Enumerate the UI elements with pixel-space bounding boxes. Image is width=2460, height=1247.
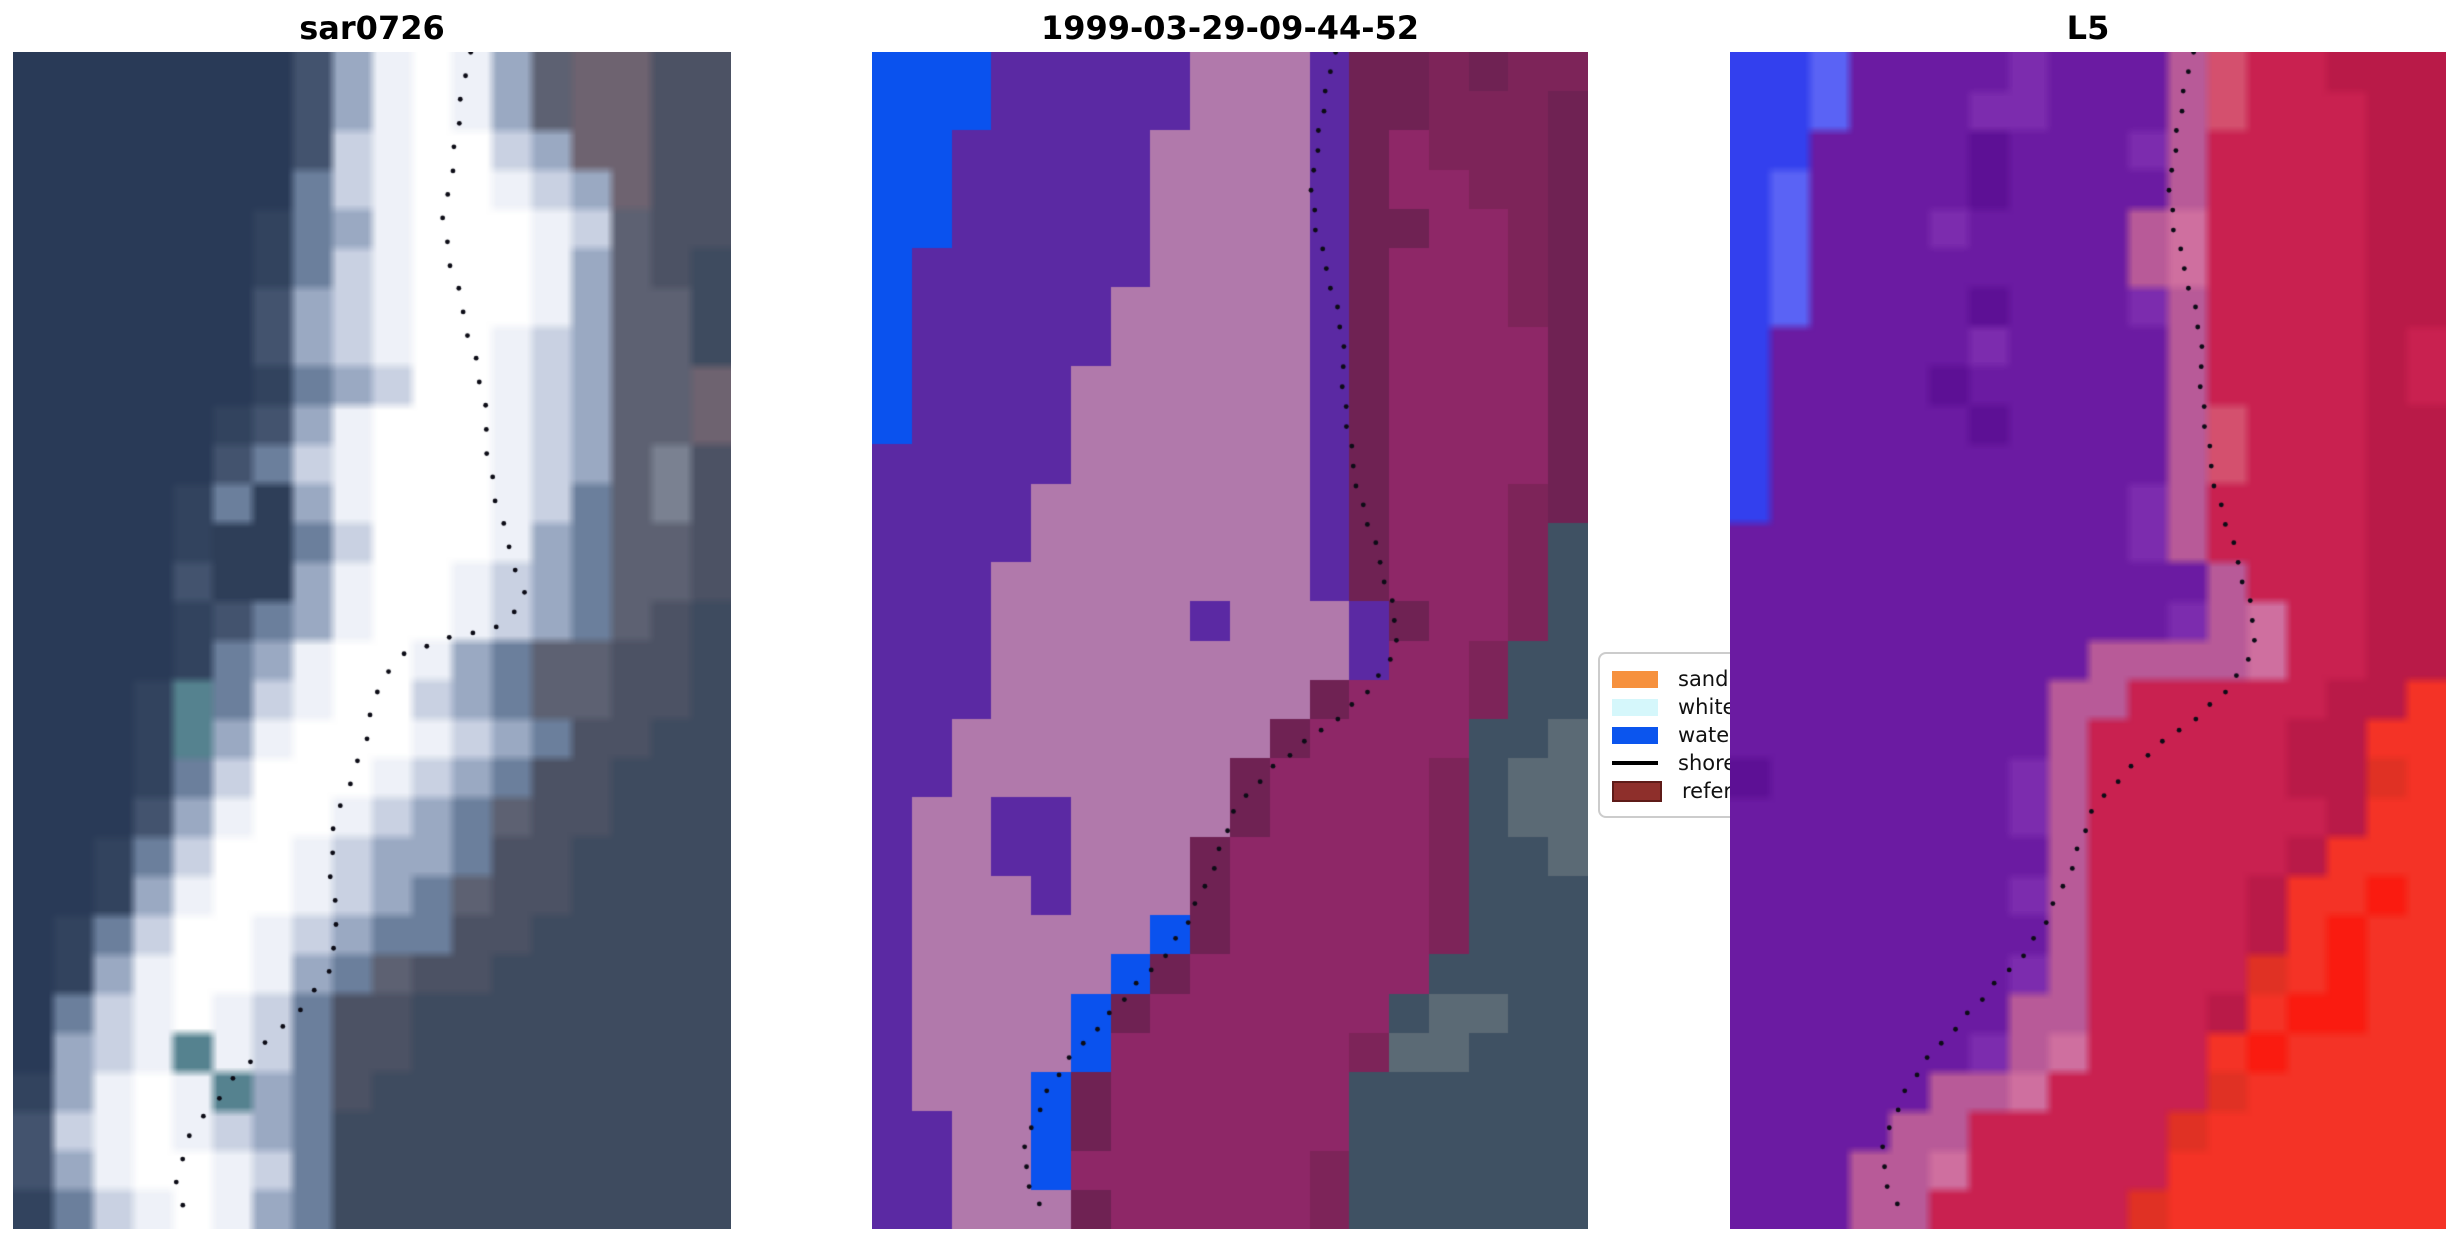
panel-title-l5: L5	[2066, 9, 2110, 47]
legend-label: sand	[1678, 667, 1729, 691]
sand-swatch	[1612, 670, 1658, 688]
legend-entry: water	[1612, 722, 1834, 748]
shoreline-swatch	[1612, 761, 1658, 765]
classification-image	[872, 52, 1588, 1229]
panel-title-classification: 1999-03-29-09-44-52	[1040, 9, 1420, 47]
water-swatch	[1612, 726, 1658, 744]
legend-label: water	[1678, 723, 1738, 747]
panel-title-sar: sar0726	[299, 9, 445, 47]
sar-image	[13, 52, 731, 1229]
reference-swatch	[1612, 780, 1662, 802]
l5-image	[1730, 52, 2446, 1229]
whitewater-swatch	[1612, 698, 1658, 716]
legend-entry: sand	[1612, 666, 1834, 692]
